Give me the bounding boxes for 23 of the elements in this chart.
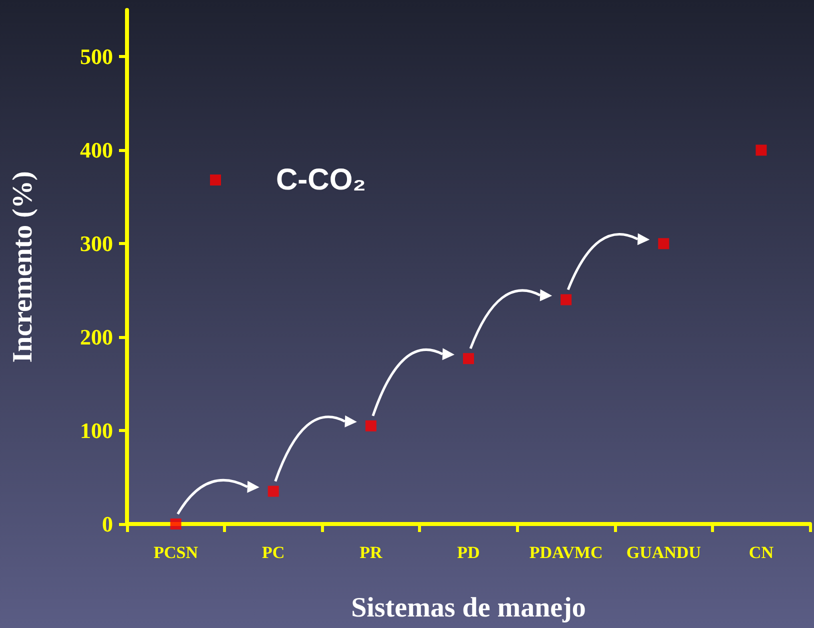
y-tick-label: 500 (80, 44, 113, 70)
legend-label: C-CO₂ (276, 164, 366, 196)
x-tick-label: GUANDU (626, 543, 701, 562)
x-tick-label: PR (360, 543, 383, 562)
point (463, 353, 474, 364)
y-axis-title: Incremento (%) (8, 171, 38, 363)
point (756, 144, 767, 156)
y-tick-label: 0 (102, 512, 113, 536)
point (170, 518, 182, 530)
y-tick-label: 300 (80, 231, 113, 256)
point (365, 420, 376, 432)
x-tick-label: CN (748, 543, 774, 562)
x-axis-title: Sistemas de manejo (351, 592, 586, 624)
x-tick-label: PC (262, 543, 285, 562)
x-tick-label: PD (457, 543, 480, 562)
y-tick-label: 400 (80, 138, 113, 163)
point (560, 294, 572, 306)
x-tick-label: PCSN (154, 543, 199, 562)
point (268, 486, 279, 497)
x-tick-label: PDAVMC (529, 543, 603, 562)
y-tick-label: 200 (80, 324, 113, 350)
point (658, 238, 670, 250)
y-tick-label: 100 (80, 418, 113, 444)
